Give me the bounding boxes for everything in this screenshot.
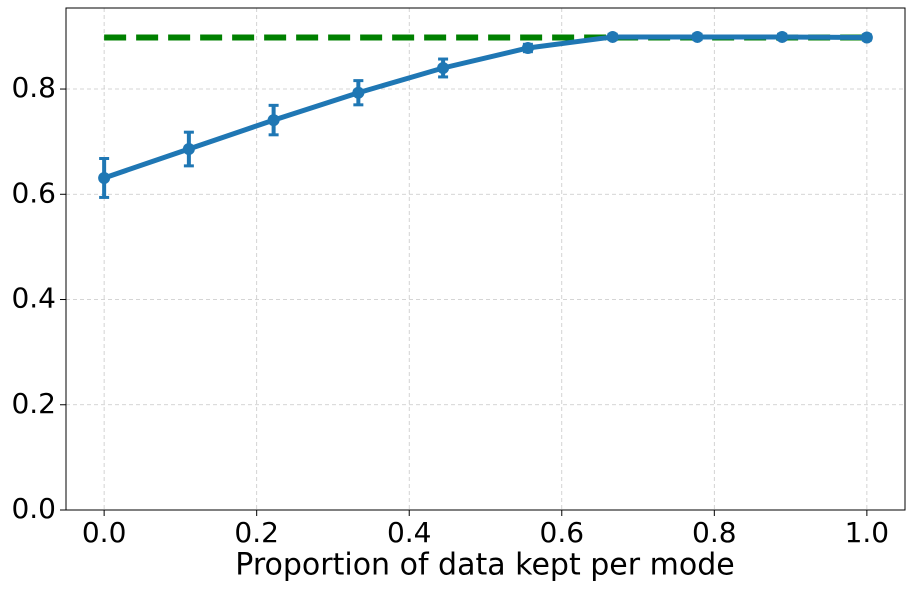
y-tick-label: 0.6 bbox=[11, 176, 56, 209]
point bbox=[521, 41, 534, 54]
point bbox=[182, 143, 195, 156]
y-tick-label: 0.4 bbox=[11, 282, 56, 315]
y-tick-label: 0.2 bbox=[11, 387, 56, 420]
plot-frame bbox=[65, 7, 906, 511]
point bbox=[691, 30, 704, 43]
point bbox=[267, 114, 280, 127]
point bbox=[606, 30, 619, 43]
point bbox=[98, 171, 111, 184]
y-tick-label: 0.0 bbox=[11, 492, 56, 525]
x-tick-label: 0.6 bbox=[540, 516, 585, 549]
line bbox=[103, 34, 867, 181]
point bbox=[437, 61, 450, 74]
point bbox=[776, 30, 789, 43]
x-tick-label: 0.8 bbox=[692, 516, 737, 549]
point bbox=[860, 31, 873, 44]
x-tick-label: 1.0 bbox=[845, 516, 890, 549]
x-tick-label: 0.2 bbox=[234, 516, 279, 549]
x-tick-label: 0.4 bbox=[387, 516, 432, 549]
x-tick-label: 0.0 bbox=[82, 516, 127, 549]
x-axis-label: Proportion of data kept per mode bbox=[235, 548, 734, 583]
y-tick-label: 0.8 bbox=[11, 71, 56, 104]
point bbox=[352, 86, 365, 99]
